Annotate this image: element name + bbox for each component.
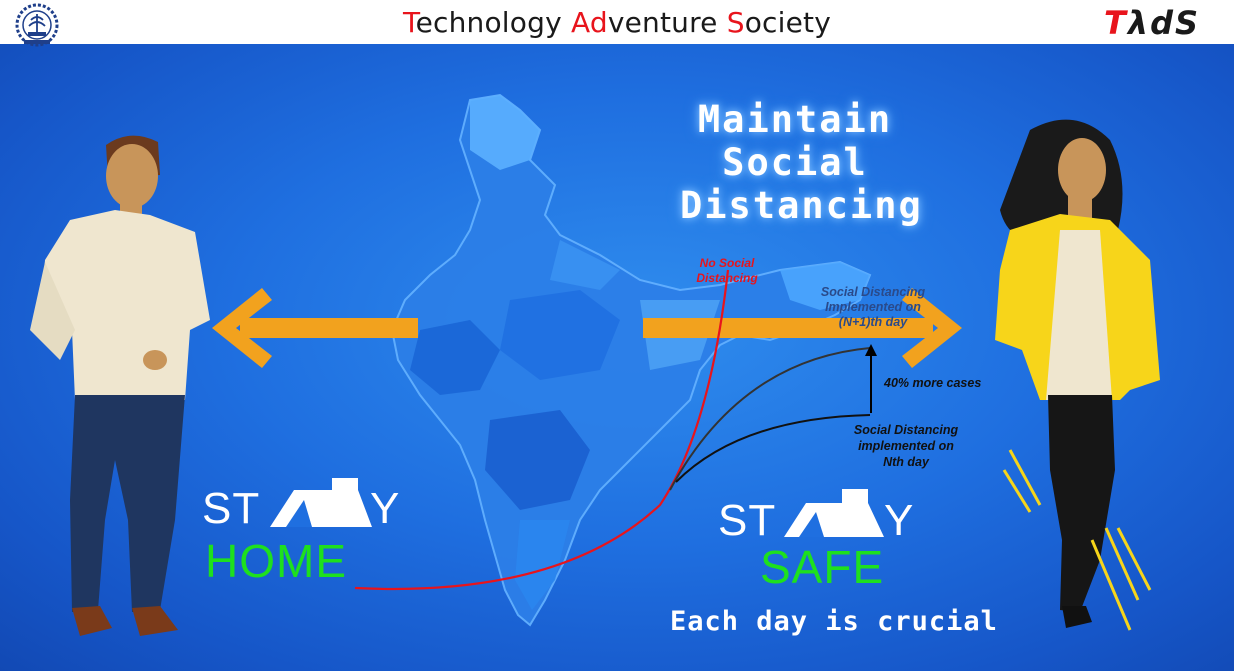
headline-line: Distancing [680,184,923,227]
stay-home-stay-left: ST [202,484,261,533]
tads-logo-part: T [1104,4,1128,42]
iit-kgp-emblem-icon [15,3,59,47]
stay-home-stay-right: Y [370,484,401,533]
left-arrow-icon [212,288,418,368]
title-part: S [726,6,745,39]
footer-tagline: Each day is crucial [670,606,998,637]
title-part: ociety [744,6,831,39]
tads-logo: TλdS [1104,4,1200,42]
home-word: HOME [205,535,347,587]
headline-line: Social [722,141,868,184]
label-no-social-distancing: No Social Distancing [696,256,758,285]
label-line: (N+1)th day [838,315,908,329]
title-part: echnology [415,6,571,39]
label-line: Implemented on [825,300,921,314]
title-part: Ad [570,6,608,39]
label-line: Nth day [883,455,929,469]
house-a-icon [784,489,884,537]
header-band [0,0,1234,44]
stay-safe-stay-right: Y [884,496,915,545]
title-part: venture [607,6,727,39]
safe-word: SAFE [760,541,885,593]
growth-curves [354,269,877,591]
house-a-icon [270,478,372,527]
headline-line: Maintain [697,98,893,141]
right-arrow-icon [643,288,962,368]
label-line: implemented on [858,439,954,453]
label-sd-n: Social Distancing implemented on Nth day [836,422,976,470]
stay-safe-stay-left: ST [718,496,777,545]
page-title: Technology Adventure Society [0,6,1234,39]
label-line: Social Distancing [820,285,926,299]
tads-logo-part: λdS [1127,4,1201,42]
title-part: T [403,6,416,39]
label-more-cases: 40% more cases [884,376,982,390]
woman-figure [995,119,1160,631]
man-figure [30,135,210,636]
headline: Maintain Social Distancing [680,98,923,227]
label-sd-n-plus-1: Social Distancing Implemented on (N+1)th… [798,285,948,330]
label-line: Social Distancing [853,423,959,437]
